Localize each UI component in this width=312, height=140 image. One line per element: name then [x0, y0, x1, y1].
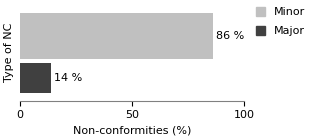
Bar [20, 13, 212, 59]
Legend: Minor, Major: Minor, Major [254, 5, 308, 38]
Y-axis label: Type of NC: Type of NC [4, 23, 14, 82]
Bar [20, 63, 51, 93]
Text: 86 %: 86 % [216, 31, 244, 41]
X-axis label: Non-conformities (%): Non-conformities (%) [73, 126, 191, 136]
Text: 14 %: 14 % [55, 73, 83, 83]
